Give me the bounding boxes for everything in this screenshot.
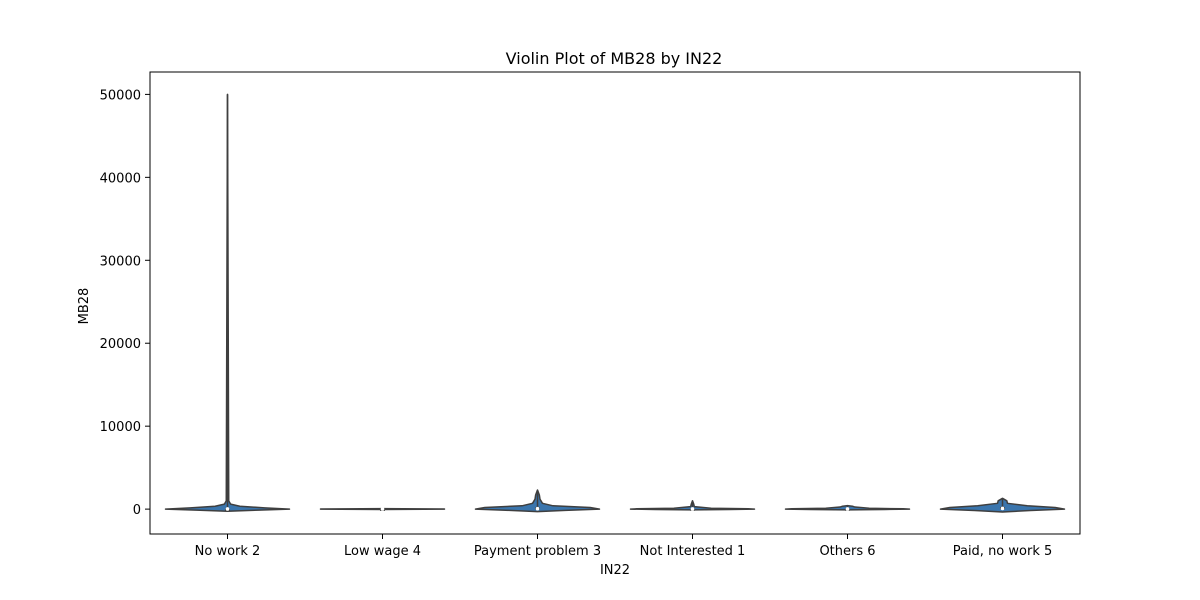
violin-median: [380, 507, 385, 511]
y-tick-label: 20000: [100, 337, 141, 352]
y-tick-label: 0: [133, 503, 141, 518]
plot-frame: [149, 71, 1081, 535]
x-axis: No work 2 Low wage 4 Payment problem 3 Not …: [195, 534, 1053, 559]
y-tick-label: 10000: [100, 420, 141, 435]
y-tick-label: 30000: [100, 254, 141, 269]
violins-group: [164, 93, 1066, 513]
y-tick-label: 50000: [100, 88, 141, 103]
y-axis-label: MB28: [77, 288, 92, 325]
violin-median: [1000, 506, 1005, 511]
y-tick-label: 40000: [100, 171, 141, 186]
x-tick-label: No work 2: [195, 544, 261, 559]
violin-median: [225, 507, 230, 511]
chart-title: Violin Plot of MB28 by IN22: [506, 49, 723, 68]
violin-median: [845, 507, 850, 511]
y-axis: 0 10000 20000 30000 40000 50000: [100, 88, 150, 518]
violin-median: [535, 506, 540, 511]
x-tick-label: Others 6: [819, 544, 875, 559]
x-tick-label: Payment problem 3: [474, 544, 601, 559]
x-tick-label: Low wage 4: [344, 544, 421, 559]
x-axis-label: IN22: [600, 563, 630, 578]
x-tick-label: Not Interested 1: [640, 544, 746, 559]
x-tick-label: Paid, no work 5: [953, 544, 1053, 559]
violin-median: [690, 507, 695, 511]
